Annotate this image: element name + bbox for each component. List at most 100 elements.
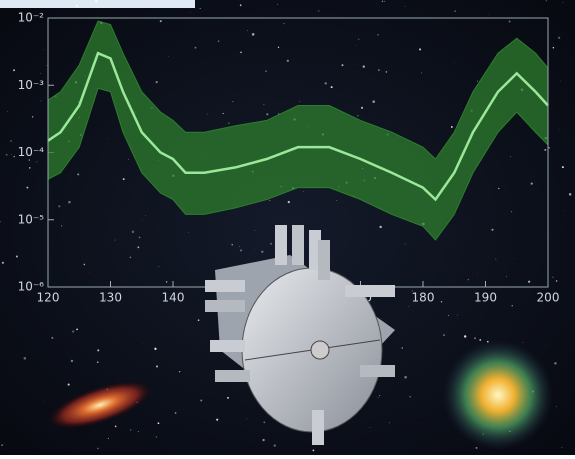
star bbox=[200, 8, 201, 9]
star bbox=[569, 193, 571, 195]
star bbox=[247, 30, 248, 31]
star bbox=[40, 73, 41, 74]
x-tick-label: 190 bbox=[474, 291, 497, 305]
star bbox=[2, 262, 4, 264]
star bbox=[179, 371, 180, 372]
star bbox=[448, 315, 449, 316]
star bbox=[7, 111, 8, 112]
star bbox=[156, 81, 158, 83]
star bbox=[475, 447, 477, 449]
star bbox=[29, 159, 30, 160]
x-tick-label: 120 bbox=[37, 291, 60, 305]
star bbox=[255, 230, 256, 231]
star bbox=[274, 444, 276, 446]
star bbox=[168, 56, 169, 57]
star bbox=[43, 49, 44, 50]
star bbox=[287, 60, 289, 62]
star bbox=[284, 23, 285, 24]
star bbox=[384, 1, 385, 2]
star bbox=[528, 281, 530, 283]
star bbox=[531, 183, 533, 185]
star bbox=[509, 21, 511, 23]
star bbox=[26, 187, 28, 189]
star bbox=[441, 301, 442, 302]
star bbox=[115, 240, 116, 241]
star bbox=[132, 230, 135, 233]
star bbox=[266, 113, 268, 115]
star bbox=[451, 126, 453, 128]
star bbox=[1, 444, 3, 446]
star bbox=[288, 201, 290, 203]
star bbox=[556, 280, 557, 281]
star bbox=[89, 272, 90, 273]
star bbox=[115, 426, 117, 428]
star bbox=[13, 69, 15, 71]
star bbox=[379, 395, 380, 396]
star bbox=[68, 383, 70, 385]
star bbox=[421, 73, 422, 74]
star bbox=[562, 166, 564, 168]
star bbox=[270, 243, 272, 245]
star bbox=[262, 439, 264, 441]
star bbox=[382, 1, 383, 2]
star bbox=[240, 4, 242, 6]
star bbox=[129, 256, 131, 258]
star bbox=[11, 154, 12, 155]
star bbox=[263, 104, 264, 105]
star bbox=[190, 12, 191, 13]
star bbox=[549, 147, 550, 148]
star bbox=[159, 266, 160, 267]
star bbox=[474, 337, 476, 339]
star bbox=[522, 342, 523, 343]
star bbox=[156, 365, 158, 367]
star bbox=[512, 305, 513, 306]
star bbox=[386, 71, 388, 73]
star bbox=[84, 264, 86, 266]
star bbox=[552, 277, 553, 278]
star bbox=[546, 344, 547, 345]
star bbox=[454, 62, 455, 63]
star bbox=[61, 225, 62, 226]
star bbox=[77, 173, 79, 175]
x-tick-label: 140 bbox=[162, 291, 185, 305]
star bbox=[154, 348, 156, 350]
star bbox=[372, 100, 375, 103]
star bbox=[41, 101, 42, 102]
star bbox=[408, 306, 409, 307]
star bbox=[72, 330, 74, 332]
star bbox=[464, 335, 466, 337]
star bbox=[97, 349, 99, 351]
star bbox=[207, 114, 208, 115]
star bbox=[402, 347, 403, 348]
star bbox=[137, 246, 139, 248]
star bbox=[232, 101, 233, 102]
star bbox=[16, 256, 18, 258]
star bbox=[36, 161, 37, 162]
star bbox=[240, 51, 242, 53]
star bbox=[378, 69, 380, 71]
x-tick-label: 130 bbox=[99, 291, 122, 305]
y-tick-label: 10⁻⁴ bbox=[18, 145, 45, 159]
star bbox=[278, 47, 279, 48]
x-tick-label: 180 bbox=[412, 291, 435, 305]
star bbox=[175, 412, 177, 414]
star bbox=[195, 47, 197, 49]
star bbox=[58, 205, 60, 207]
star bbox=[32, 116, 33, 117]
star bbox=[71, 360, 73, 362]
star bbox=[240, 249, 242, 251]
star bbox=[514, 258, 515, 259]
star bbox=[560, 81, 561, 82]
star bbox=[47, 65, 48, 66]
star bbox=[130, 429, 131, 430]
y-tick-label: 10⁻³ bbox=[18, 78, 45, 92]
star bbox=[477, 81, 478, 82]
x-tick-label: 200 bbox=[537, 291, 560, 305]
star bbox=[97, 361, 99, 363]
star bbox=[95, 0, 97, 2]
star bbox=[142, 343, 143, 344]
star bbox=[510, 156, 511, 157]
star bbox=[24, 357, 27, 360]
star bbox=[158, 422, 160, 424]
